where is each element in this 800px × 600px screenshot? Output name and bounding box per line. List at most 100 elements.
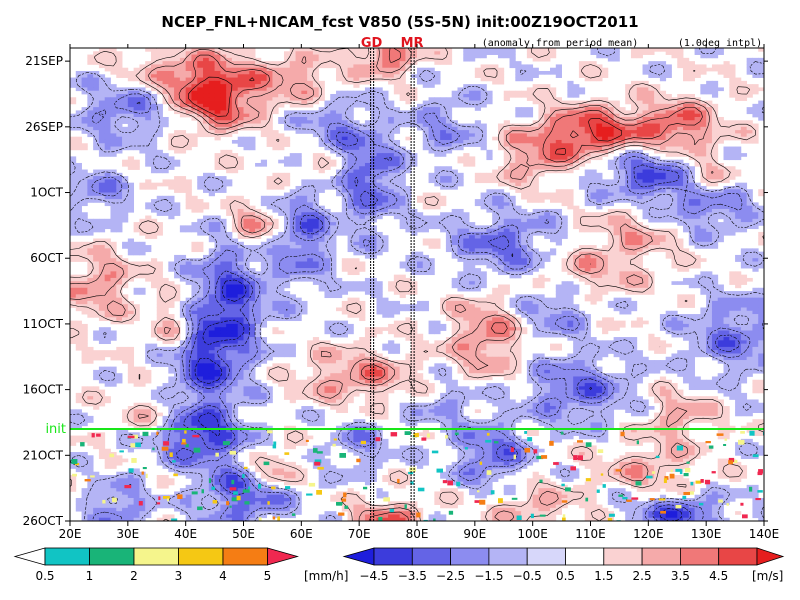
anomaly-cell	[243, 205, 250, 210]
anomaly-cell	[474, 54, 482, 59]
anomaly-cell	[590, 172, 597, 177]
anomaly-cell	[283, 93, 291, 98]
anomaly-cell	[388, 113, 395, 118]
anomaly-cell	[122, 218, 129, 223]
anomaly-cell	[417, 120, 424, 124]
anomaly-cell	[480, 77, 487, 82]
anomaly-cell	[139, 185, 146, 190]
anomaly-cell	[665, 113, 672, 118]
anomaly-cell	[318, 126, 325, 131]
anomaly-cell	[283, 57, 291, 62]
anomaly-cell	[336, 67, 343, 72]
anomaly-cell	[98, 57, 106, 62]
anomaly-cell	[133, 225, 140, 230]
anomaly-cell	[376, 189, 383, 193]
anomaly-cell	[480, 172, 487, 177]
anomaly-cell	[370, 87, 377, 92]
anomaly-cell	[197, 48, 204, 52]
anomaly-cell	[434, 195, 441, 200]
anomaly-cell	[98, 182, 106, 187]
anomaly-cell	[382, 61, 389, 65]
anomaly-cell	[93, 116, 100, 121]
anomaly-cell	[353, 241, 360, 246]
anomaly-cell	[515, 90, 522, 95]
anomaly-cell	[486, 153, 493, 157]
anomaly-cell	[353, 195, 360, 200]
anomaly-cell	[266, 136, 273, 141]
anomaly-cell	[752, 215, 759, 220]
anomaly-cell	[359, 136, 366, 141]
anomaly-cell	[596, 195, 603, 200]
anomaly-cell	[237, 67, 244, 72]
anomaly-cell	[521, 225, 528, 230]
anomaly-cell	[295, 153, 302, 157]
anomaly-cell	[428, 199, 435, 203]
anomaly-cell	[98, 126, 106, 131]
anomaly-cell	[700, 153, 707, 157]
anomaly-cell	[289, 54, 296, 59]
anomaly-cell	[116, 215, 123, 220]
anomaly-cell	[307, 208, 314, 213]
anomaly-cell	[550, 103, 557, 108]
anomaly-cell	[590, 149, 597, 154]
anomaly-cell	[203, 70, 210, 75]
anomaly-cell	[139, 149, 146, 154]
anomaly-cell	[341, 80, 348, 85]
anomaly-cell	[636, 231, 643, 236]
anomaly-cell	[521, 146, 528, 151]
anomaly-cell	[480, 130, 487, 134]
anomaly-cell	[683, 64, 690, 69]
anomaly-cell	[752, 126, 759, 131]
anomaly-cell	[717, 130, 724, 134]
anomaly-cell	[116, 70, 123, 75]
anomaly-cell	[665, 205, 672, 210]
anomaly-cell	[665, 146, 672, 151]
anomaly-cell	[440, 218, 447, 223]
anomaly-cell	[694, 162, 701, 167]
anomaly-cell	[677, 110, 684, 115]
anomaly-cell	[133, 143, 140, 147]
anomaly-cell	[700, 218, 707, 223]
anomaly-cell	[515, 159, 522, 164]
anomaly-cell	[521, 195, 528, 200]
anomaly-cell	[208, 182, 215, 187]
anomaly-cell	[671, 110, 678, 115]
anomaly-cell	[353, 77, 360, 82]
anomaly-cell	[162, 87, 169, 92]
anomaly-cell	[717, 64, 724, 69]
anomaly-cell	[185, 84, 192, 88]
anomaly-cell	[683, 215, 690, 220]
anomaly-cell	[440, 61, 447, 65]
anomaly-cell	[127, 130, 135, 134]
anomaly-cell	[515, 70, 522, 75]
anomaly-cell	[607, 235, 615, 239]
anomaly-cell	[185, 51, 192, 55]
anomaly-cell	[168, 70, 175, 75]
anomaly-cell	[330, 100, 337, 105]
anomaly-cell	[417, 54, 424, 59]
anomaly-cell	[723, 189, 730, 193]
anomaly-cell	[104, 120, 111, 124]
anomaly-cell	[521, 222, 528, 226]
anomaly-cell	[399, 205, 406, 210]
anomaly-cell	[659, 231, 667, 236]
anomaly-cell	[700, 235, 707, 239]
anomaly-cell	[607, 182, 615, 187]
anomaly-cell	[596, 70, 603, 75]
anomaly-cell	[578, 64, 586, 69]
anomaly-cell	[555, 149, 562, 154]
anomaly-cell	[174, 97, 181, 101]
anomaly-cell	[220, 100, 227, 105]
anomaly-cell	[341, 185, 348, 190]
anomaly-cell	[590, 182, 597, 187]
anomaly-cell	[295, 195, 302, 200]
anomaly-cell	[168, 97, 175, 101]
anomaly-cell	[596, 192, 603, 197]
anomaly-cell	[567, 103, 574, 108]
anomaly-cell	[336, 192, 343, 197]
anomaly-cell	[706, 231, 713, 236]
anomaly-cell	[116, 218, 123, 223]
anomaly-cell	[307, 61, 314, 65]
anomaly-cell	[758, 74, 764, 78]
anomaly-cell	[208, 225, 215, 230]
